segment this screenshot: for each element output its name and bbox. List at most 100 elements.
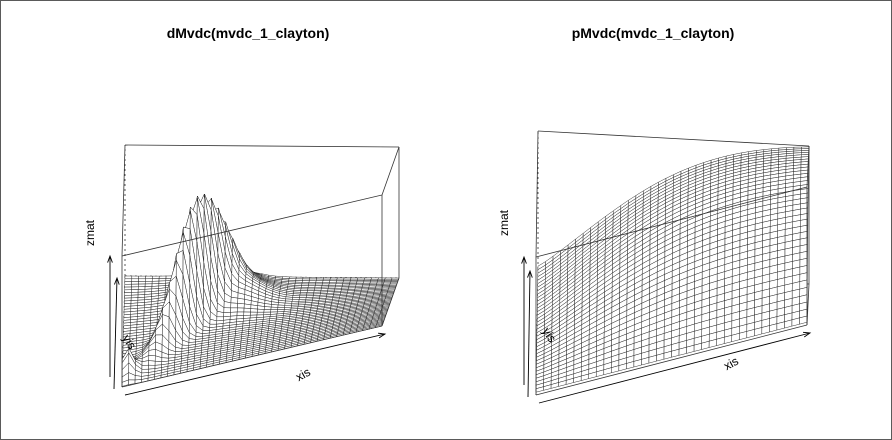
density-plot-title: dMvdc(mvdc_1_clayton): [167, 25, 330, 41]
density-surface-facet: [158, 275, 167, 279]
density-x-axis-label: xis: [293, 365, 313, 384]
density-surface-facet: [329, 278, 338, 281]
density-surface-facet: [151, 280, 160, 285]
distribution-surface: [535, 146, 810, 393]
density-surface-facet: [291, 299, 300, 302]
density-surface-facet: [124, 286, 132, 291]
distribution-box-edge: [537, 130, 810, 147]
density-surface-facet: [131, 289, 139, 293]
density-surface-facet: [309, 277, 318, 280]
density-surface-facet: [284, 302, 293, 306]
density-surface-facet: [315, 278, 324, 281]
distribution-z-axis-arrow-head: [521, 255, 527, 264]
density-box-edge: [124, 144, 400, 148]
density-box-edge: [381, 277, 400, 327]
distribution-x-axis-label: xis: [721, 354, 741, 373]
density-surface-facet: [323, 277, 331, 280]
distribution-box-edge: [806, 283, 810, 326]
density-surface-facet: [299, 292, 308, 295]
density-surface-facet: [124, 278, 133, 282]
density-surface-facet: [131, 281, 139, 285]
density-surface-facet: [138, 281, 146, 285]
density-surface-facet: [308, 282, 317, 285]
density-surface-facet: [230, 302, 238, 309]
density-surface-facet: [237, 297, 245, 305]
density-y-axis-arrow: [113, 277, 118, 390]
density-surface-facet: [124, 283, 132, 288]
density-surface-facet: [144, 283, 153, 287]
density-surface-facet: [243, 303, 252, 309]
density-surface-facet: [308, 280, 317, 283]
density-surface-facet: [236, 307, 245, 313]
density-surface-facet: [309, 278, 317, 281]
distribution-y-axis-arrow: [527, 270, 531, 398]
density-surface-facet: [141, 364, 149, 370]
density-surface-facet: [256, 311, 265, 316]
density-surface-facet: [152, 275, 160, 279]
density-panel: dMvdc(mvdc_1_clayton) zmat yis xis: [83, 25, 400, 396]
density-surface-facet: [145, 275, 153, 280]
distribution-panel: pMvdc(mvdc_1_clayton) zmat yis xis: [497, 25, 812, 404]
density-surface-facet: [151, 278, 160, 282]
density-surface-facet: [131, 286, 139, 290]
density-surface-facet: [237, 303, 245, 309]
density-y-axis-label: yis: [119, 332, 139, 352]
density-surface: [121, 193, 400, 387]
density-surface-facet: [148, 360, 156, 366]
density-box-edge: [381, 146, 400, 196]
density-surface-facet: [299, 295, 307, 298]
density-z-axis-arrow-head: [107, 254, 113, 263]
density-surface-facet: [131, 275, 139, 280]
density-surface-facet: [263, 306, 272, 310]
density-surface-facet: [134, 375, 142, 381]
density-surface-facet: [270, 306, 279, 310]
density-surface-facet: [124, 275, 133, 280]
density-surface-facet: [322, 278, 331, 281]
density-box-edge: [121, 144, 126, 257]
distribution-x-axis-arrow-head: [802, 331, 812, 338]
density-surface-facet: [308, 283, 316, 286]
density-surface-facet: [124, 292, 132, 296]
density-surface-facet: [336, 277, 345, 280]
density-box-edge: [121, 194, 383, 257]
density-box-edge: [121, 325, 383, 388]
density-surface-facet: [138, 283, 146, 288]
distribution-box-edge: [535, 130, 539, 258]
density-surface-facet: [299, 293, 308, 297]
density-surface-facet: [124, 281, 132, 285]
density-surface-facet: [148, 349, 156, 357]
density-z-axis-label: zmat: [83, 219, 97, 246]
density-surface-facet: [230, 296, 239, 304]
density-surface-facet: [230, 307, 238, 313]
density-surface-facet: [263, 309, 272, 313]
density-surface-facet: [322, 282, 330, 285]
density-surface-facet: [322, 280, 331, 283]
density-surface-facet: [138, 278, 146, 282]
density-surface-facet: [145, 278, 153, 282]
distribution-box-front: [521, 130, 812, 404]
density-surface-facet: [250, 311, 258, 316]
distribution-plot-title: pMvdc(mvdc_1_clayton): [572, 25, 735, 41]
density-x-axis-arrow: [124, 333, 386, 396]
density-surface-facet: [257, 305, 265, 310]
density-surface-facet: [307, 287, 316, 290]
density-surface-facet: [250, 308, 258, 313]
density-surface-facet: [329, 277, 338, 280]
distribution-x-axis-arrow: [538, 332, 811, 404]
density-x-axis-arrow-head: [377, 332, 387, 339]
distribution-box-edge: [535, 186, 808, 258]
distribution-y-axis-arrow-head: [527, 269, 533, 278]
density-y-axis-arrow-head: [114, 276, 120, 285]
density-surface-facet: [137, 286, 146, 290]
distribution-y-axis-label: yis: [539, 325, 559, 345]
density-surface-facet: [138, 275, 146, 280]
density-surface-facet: [144, 281, 153, 285]
distribution-box-edge: [535, 324, 808, 396]
density-surface-facet: [223, 307, 231, 313]
density-surface-facet: [236, 311, 245, 316]
density-surface-facet: [131, 278, 139, 282]
density-surface-facet: [243, 311, 251, 316]
density-surface-facet: [257, 308, 265, 313]
